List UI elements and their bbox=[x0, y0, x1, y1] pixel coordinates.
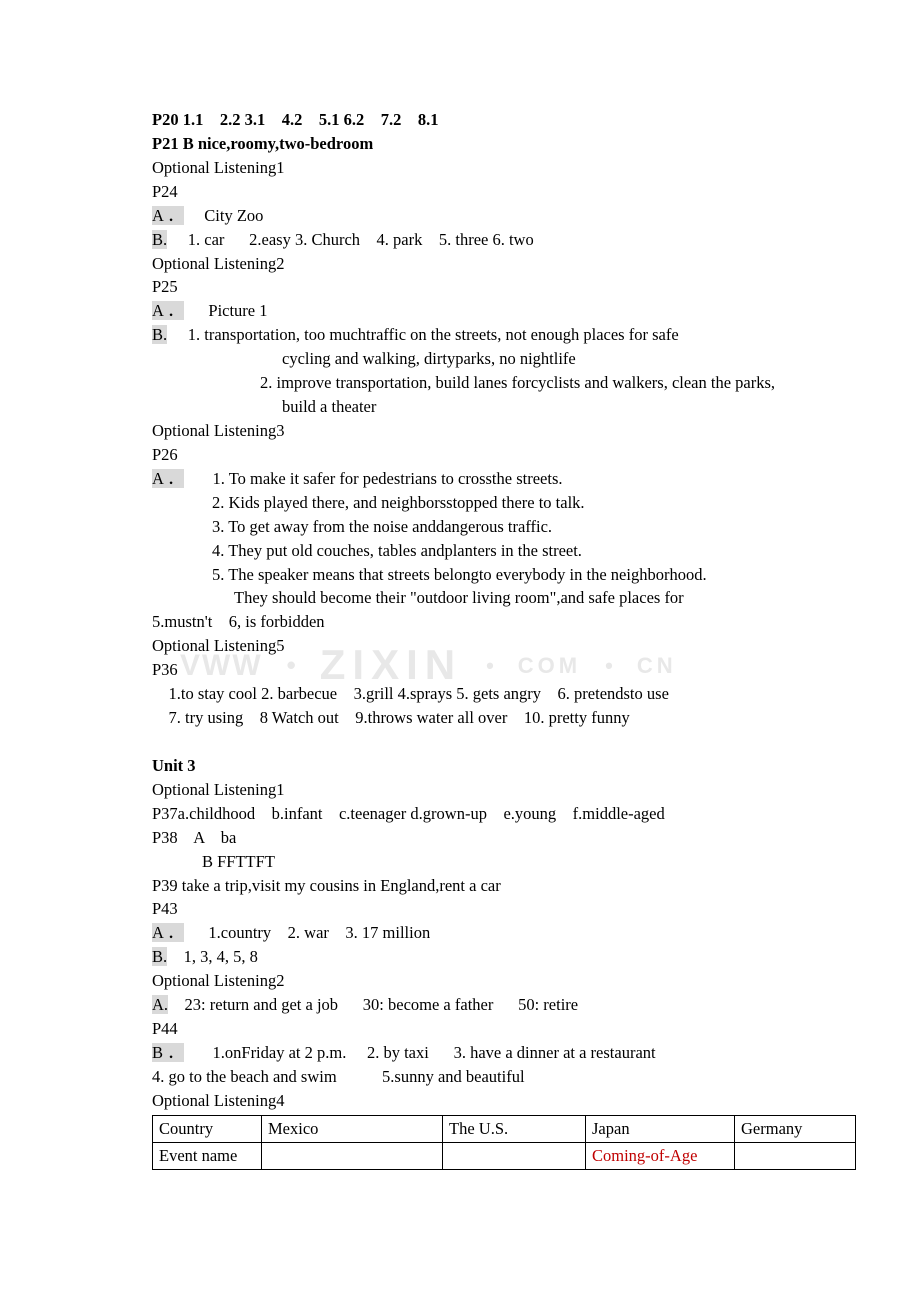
p43-b-marker: B. bbox=[152, 947, 167, 966]
p39: P39 take a trip,visit my cousins in Engl… bbox=[152, 874, 790, 898]
p38b: B FFTTFT bbox=[152, 850, 790, 874]
p26-a5b: They should become their "outdoor living… bbox=[152, 586, 790, 610]
table-cell: Country bbox=[153, 1115, 262, 1142]
p43-b-row: B. 1, 3, 4, 5, 8 bbox=[152, 945, 790, 969]
p37a: P37a.childhood b.infant c.teenager d.gro… bbox=[152, 802, 790, 826]
table-cell bbox=[735, 1142, 856, 1169]
p24-a-text: City Zoo bbox=[184, 206, 264, 225]
p38a: P38 A ba bbox=[152, 826, 790, 850]
p43-label: P43 bbox=[152, 897, 790, 921]
p25-a-marker: A ． bbox=[152, 301, 184, 320]
table-cell: The U.S. bbox=[443, 1115, 586, 1142]
p44-b-row: B ． 1.onFriday at 2 p.m. 2. by taxi 3. h… bbox=[152, 1041, 790, 1065]
table-cell: Japan bbox=[586, 1115, 735, 1142]
ol5-title: Optional Listening5 bbox=[152, 634, 790, 658]
table-cell: Mexico bbox=[262, 1115, 443, 1142]
p25-b2: 2. improve transportation, build lanes f… bbox=[152, 371, 790, 395]
p44-b-marker: B ． bbox=[152, 1043, 184, 1062]
p25-b-marker: B. bbox=[152, 325, 167, 344]
table-cell: Event name bbox=[153, 1142, 262, 1169]
p24-b-text: 1. car 2.easy 3. Church 4. park 5. three… bbox=[167, 230, 534, 249]
p36-2: 7. try using 8 Watch out 9.throws water … bbox=[152, 706, 790, 730]
p26-label: P26 bbox=[152, 443, 790, 467]
p25-b1b: cycling and walking, dirtyparks, no nigh… bbox=[152, 347, 790, 371]
p25-label: P25 bbox=[152, 275, 790, 299]
p43-a-marker: A ． bbox=[152, 923, 184, 942]
table-row: Event name Coming-of-Age bbox=[153, 1142, 856, 1169]
table-cell: Coming-of-Age bbox=[586, 1142, 735, 1169]
p44-label: P44 bbox=[152, 1017, 790, 1041]
p26-a3: 3. To get away from the noise anddangero… bbox=[152, 515, 790, 539]
p24-label: P24 bbox=[152, 180, 790, 204]
p36-1: 1.to stay cool 2. barbecue 3.grill 4.spr… bbox=[152, 682, 790, 706]
p26-a4: 4. They put old couches, tables andplant… bbox=[152, 539, 790, 563]
p26-a5: 5. The speaker means that streets belong… bbox=[152, 563, 790, 587]
p25-b2b: build a theater bbox=[152, 395, 790, 419]
p25-b1: 1. transportation, too muchtraffic on th… bbox=[167, 325, 679, 344]
p24-b-row: B. 1. car 2.easy 3. Church 4. park 5. th… bbox=[152, 228, 790, 252]
p25-a-text: Picture 1 bbox=[184, 301, 268, 320]
p43-a2-row: A. 23: return and get a job 30: become a… bbox=[152, 993, 790, 1017]
u3-ol4: Optional Listening4 bbox=[152, 1089, 790, 1113]
p44-b2: 4. go to the beach and swim 5.sunny and … bbox=[152, 1065, 790, 1089]
ol3-title: Optional Listening3 bbox=[152, 419, 790, 443]
p43-a2-marker: A. bbox=[152, 995, 168, 1014]
ol1-title: Optional Listening1 bbox=[152, 156, 790, 180]
blank-1 bbox=[152, 730, 790, 754]
p21-line: P21 B nice,roomy,two-bedroom bbox=[152, 132, 790, 156]
mustnt-line: 5.mustn't 6, is forbidden bbox=[152, 610, 790, 634]
p26-a2: 2. Kids played there, and neighborsstopp… bbox=[152, 491, 790, 515]
p43-a-text: 1.country 2. war 3. 17 million bbox=[184, 923, 431, 942]
p26-a-row: A ． 1. To make it safer for pedestrians … bbox=[152, 467, 790, 491]
p24-a-marker: A ． bbox=[152, 206, 184, 225]
p26-a1: 1. To make it safer for pedestrians to c… bbox=[184, 469, 563, 488]
p43-a2-text: 23: return and get a job 30: become a fa… bbox=[168, 995, 578, 1014]
table-cell bbox=[443, 1142, 586, 1169]
ol2-title: Optional Listening2 bbox=[152, 252, 790, 276]
p24-b-marker: B. bbox=[152, 230, 167, 249]
p26-a-marker: A ． bbox=[152, 469, 184, 488]
p44-b1: 1.onFriday at 2 p.m. 2. by taxi 3. have … bbox=[184, 1043, 656, 1062]
p43-b-text: 1, 3, 4, 5, 8 bbox=[167, 947, 258, 966]
table-cell: Germany bbox=[735, 1115, 856, 1142]
p25-a-row: A ． Picture 1 bbox=[152, 299, 790, 323]
p25-b-row: B. 1. transportation, too muchtraffic on… bbox=[152, 323, 790, 347]
p36-label: P36 bbox=[152, 658, 790, 682]
u3-ol1: Optional Listening1 bbox=[152, 778, 790, 802]
p43-a-row: A ． 1.country 2. war 3. 17 million bbox=[152, 921, 790, 945]
table-cell bbox=[262, 1142, 443, 1169]
country-table: Country Mexico The U.S. Japan Germany Ev… bbox=[152, 1115, 856, 1170]
p20-line: P20 1.1 2.2 3.1 4.2 5.1 6.2 7.2 8.1 bbox=[152, 108, 790, 132]
table-row: Country Mexico The U.S. Japan Germany bbox=[153, 1115, 856, 1142]
p24-a-row: A ． City Zoo bbox=[152, 204, 790, 228]
u3-ol2: Optional Listening2 bbox=[152, 969, 790, 993]
unit3-heading: Unit 3 bbox=[152, 754, 790, 778]
